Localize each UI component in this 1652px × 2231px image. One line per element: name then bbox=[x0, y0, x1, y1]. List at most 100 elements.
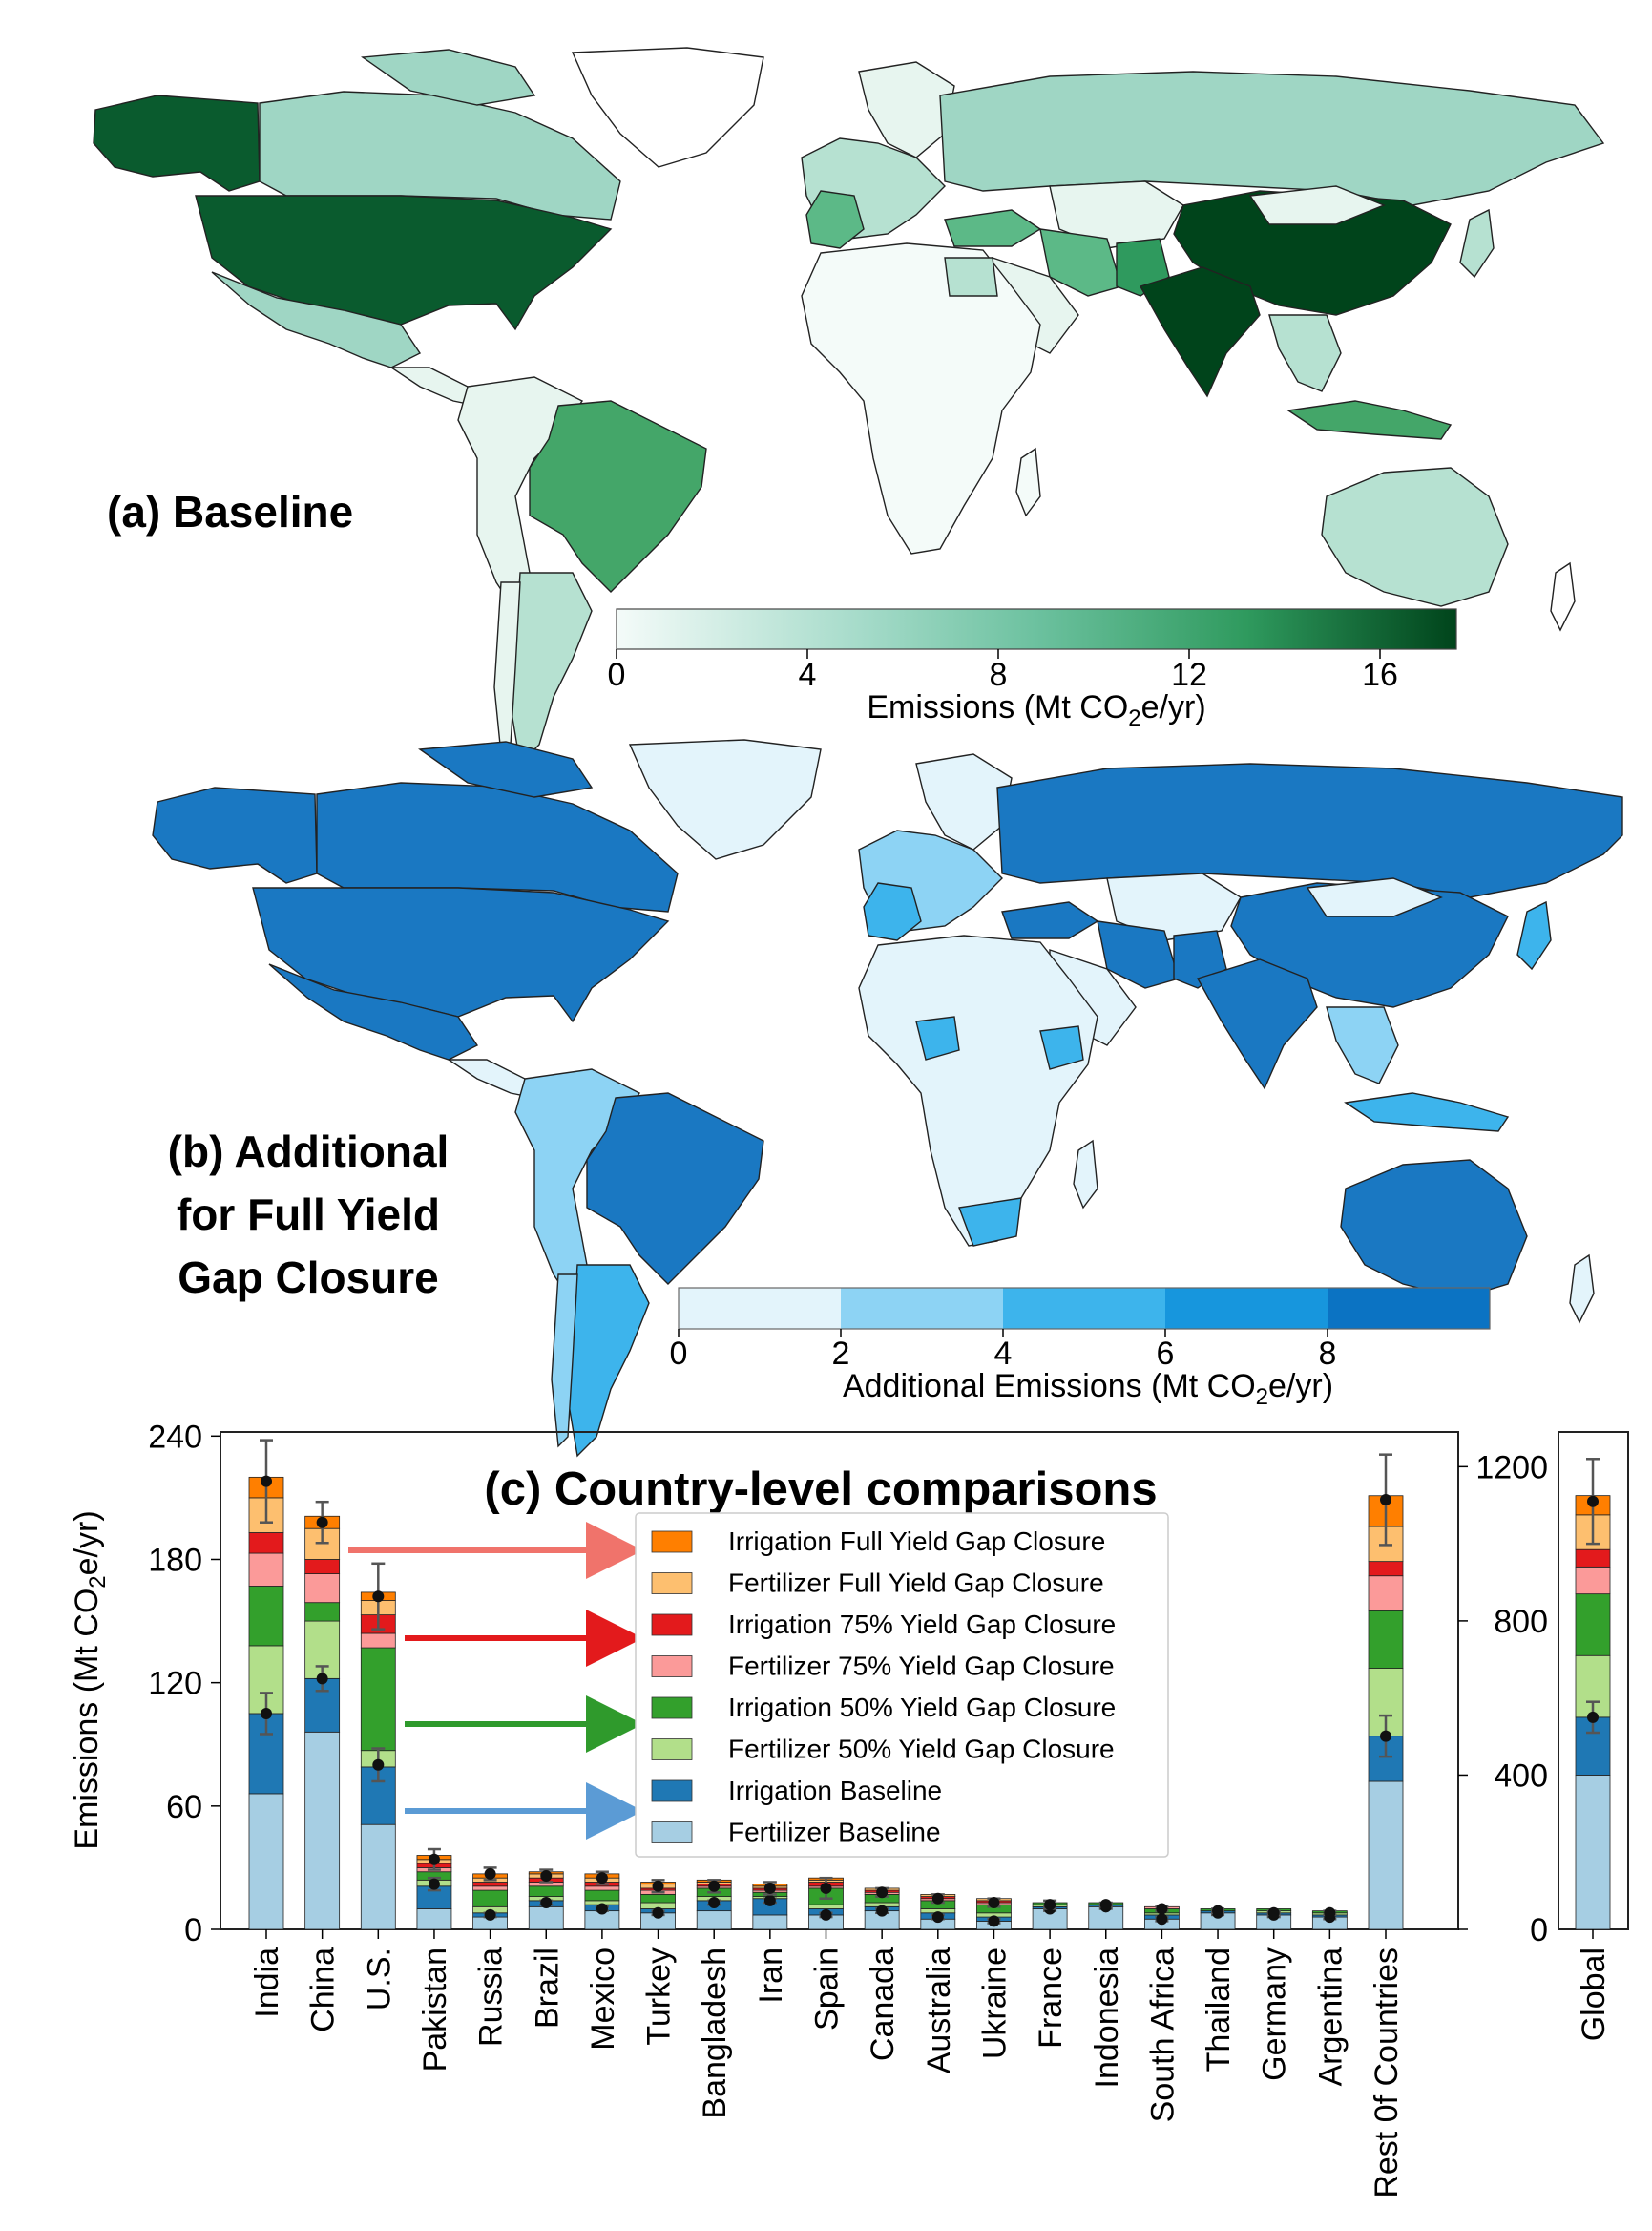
map-region-canada-arctic bbox=[418, 741, 594, 798]
map-region-mongolia bbox=[1306, 877, 1443, 917]
x-tick-label: France bbox=[1033, 1947, 1069, 2049]
global-marker-baseline bbox=[1587, 1711, 1599, 1723]
map-region-scandinavia bbox=[858, 61, 955, 158]
map-region-madagascar bbox=[1015, 447, 1041, 517]
marker-baseline bbox=[876, 1905, 889, 1917]
marker-total bbox=[1156, 1903, 1168, 1915]
legend-items: Irrigation Full Yield Gap Closure Fertili… bbox=[651, 1526, 1116, 1847]
global-bar-stack bbox=[1575, 1458, 1611, 1930]
global-bar-segment bbox=[1575, 1775, 1611, 1930]
y-tick-label: 60 bbox=[166, 1789, 202, 1825]
marker-baseline bbox=[540, 1897, 553, 1909]
marker-baseline bbox=[652, 1906, 664, 1919]
bar-segment bbox=[248, 1793, 284, 1930]
bar-segment bbox=[304, 1559, 341, 1574]
map-region-kazakhstan bbox=[1049, 180, 1184, 249]
map-region-iran bbox=[1097, 920, 1180, 989]
global-y-tick-label: 800 bbox=[1494, 1604, 1548, 1640]
bar-segment bbox=[584, 1885, 620, 1891]
marker-baseline bbox=[988, 1915, 1000, 1927]
x-tick-label: Canada bbox=[865, 1947, 901, 2061]
panel-b-label-line-2: for Full Yield bbox=[177, 1189, 440, 1239]
marker-total bbox=[1324, 1906, 1336, 1919]
map-region-argentina bbox=[510, 572, 593, 766]
global-x-tick-label: Global bbox=[1576, 1947, 1612, 2041]
global-bar-segment bbox=[1575, 1593, 1611, 1656]
map-region-ethiopia bbox=[1039, 1025, 1084, 1070]
x-axis-ticks: India China U.S. Pakistan Russia Brazil Mexico… bbox=[249, 1929, 1405, 2199]
map-region-japan bbox=[1459, 208, 1495, 279]
bar-segment bbox=[1368, 1575, 1404, 1611]
bar-segment bbox=[304, 1602, 341, 1622]
legend-label: Fertilizer 50% Yield Gap Closure bbox=[728, 1735, 1115, 1764]
panel-a-label: (a) Baseline bbox=[107, 487, 353, 537]
marker-total bbox=[428, 1853, 440, 1865]
map-region-canada-arctic bbox=[361, 49, 536, 106]
colorbar-b: 0 2 4 6 8 Additional Emissions (Mt CO2e/yr) bbox=[670, 1287, 1491, 1410]
global-y-tick-label: 400 bbox=[1494, 1757, 1548, 1794]
map-region-indonesia bbox=[1344, 1092, 1510, 1132]
colorbar-a-label: Emissions (Mt CO2e/yr) bbox=[867, 689, 1205, 731]
x-tick-label: Iran bbox=[753, 1947, 789, 2004]
map-region-chile bbox=[551, 1273, 578, 1448]
map-region-usa bbox=[252, 887, 670, 1023]
marker-baseline bbox=[316, 1673, 328, 1685]
legend-label: Irrigation 50% Yield Gap Closure bbox=[728, 1693, 1116, 1722]
x-tick-label: Pakistan bbox=[417, 1947, 453, 2072]
colorbar-b-outline bbox=[678, 1287, 1491, 1330]
legend-swatch bbox=[651, 1821, 693, 1843]
bar-segment bbox=[472, 1885, 509, 1891]
y-axis-ticks: 0 60 120 180 240 bbox=[148, 1419, 220, 1948]
panel-b-label-line-1: (b) Additional bbox=[168, 1126, 450, 1176]
map-region-australia bbox=[1321, 467, 1509, 607]
legend-swatch bbox=[651, 1613, 693, 1636]
colorbar-b-bins bbox=[678, 1287, 1491, 1330]
marker-total bbox=[652, 1880, 664, 1892]
global-x-axis-tick: Global bbox=[1576, 1929, 1612, 2041]
colorbar-a-tick-label: 0 bbox=[608, 657, 626, 693]
bar-segment bbox=[528, 1905, 564, 1930]
bar-segment bbox=[360, 1647, 396, 1752]
marker-total bbox=[1380, 1494, 1391, 1506]
bar-chart-country: 0 60 120 180 240 India China U.S. Pakistan Russi… bbox=[69, 1419, 1459, 2199]
x-tick-label: Ukraine bbox=[976, 1947, 1013, 2059]
global-y-axis-ticks: 0 400 800 1200 bbox=[1458, 1449, 1548, 1948]
map-region-indonesia bbox=[1286, 400, 1453, 440]
map-region-india bbox=[1139, 266, 1261, 398]
bar-segment bbox=[472, 1882, 509, 1887]
legend-swatch bbox=[651, 1655, 693, 1677]
map-region-brazil bbox=[529, 400, 707, 593]
legend-label: Fertilizer 75% Yield Gap Closure bbox=[728, 1652, 1115, 1681]
legend-swatch bbox=[651, 1779, 693, 1802]
panel-b-label: (b) Additional for Full Yield Gap Closur… bbox=[168, 1126, 450, 1302]
map-region-southeast-asia bbox=[1326, 1006, 1399, 1084]
legend-label: Fertilizer Baseline bbox=[728, 1818, 941, 1847]
map-region-alaska bbox=[93, 95, 261, 192]
bar-segment bbox=[640, 1894, 676, 1904]
y-tick-label: 0 bbox=[184, 1912, 202, 1948]
colorbar-b-bin bbox=[1328, 1288, 1490, 1329]
marker-total bbox=[540, 1870, 553, 1883]
marker-baseline bbox=[931, 1911, 944, 1924]
x-tick-label: Spain bbox=[809, 1947, 846, 2031]
marker-baseline bbox=[484, 1908, 496, 1921]
map-region-france-spain bbox=[805, 190, 865, 249]
map-region-russia bbox=[996, 763, 1623, 898]
x-tick-label: Thailand bbox=[1201, 1947, 1237, 2072]
panel-b-label-line-3: Gap Closure bbox=[178, 1252, 439, 1302]
legend-swatch bbox=[651, 1572, 693, 1594]
marker-baseline bbox=[428, 1878, 440, 1890]
legend-label: Irrigation 75% Yield Gap Closure bbox=[728, 1610, 1116, 1639]
x-tick-label: Rest 0f Countries bbox=[1369, 1947, 1405, 2199]
chart-title: (c) Country-level comparisons bbox=[484, 1463, 1157, 1515]
bar-segment bbox=[752, 1914, 788, 1930]
marker-total bbox=[372, 1590, 385, 1603]
bar-segment bbox=[248, 1532, 284, 1554]
map-region-africa bbox=[858, 935, 1098, 1247]
map-region-greenland bbox=[571, 47, 764, 168]
map-region-greenland bbox=[628, 739, 822, 860]
map-region-southeast-asia bbox=[1268, 314, 1342, 392]
marker-total bbox=[316, 1516, 328, 1528]
map-region-turkey bbox=[1001, 901, 1099, 939]
